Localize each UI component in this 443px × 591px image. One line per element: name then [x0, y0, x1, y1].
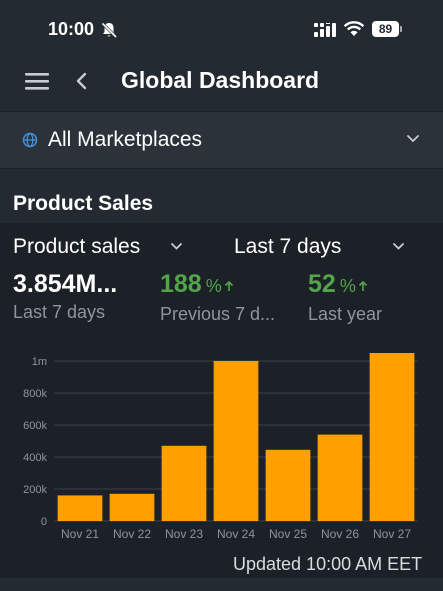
chart-bar [161, 445, 207, 521]
bell-slash-icon [101, 22, 118, 39]
nav-bar: Global Dashboard [0, 58, 443, 108]
y-tick-label: 1m [32, 356, 47, 368]
signal-icon [314, 23, 336, 37]
chevron-down-icon[interactable] [392, 242, 405, 251]
x-tick-label: Nov 21 [61, 527, 99, 541]
battery-level: 89 [372, 21, 399, 37]
x-tick-label: Nov 26 [321, 527, 359, 541]
sales-bar-chart: 0 200k 400k 600k 800k 1m Nov 21 Nov 22 Nov 23 Nov… [23, 353, 418, 541]
stat-previous-period: 188% Previous 7 d... [160, 269, 275, 326]
globe-icon [22, 132, 38, 148]
y-tick-label: 400k [23, 452, 47, 464]
y-tick-label: 0 [41, 516, 47, 528]
chart-bar [57, 495, 103, 521]
chart-bar [317, 434, 363, 521]
chevron-down-icon [407, 135, 419, 143]
chart-bar [213, 361, 259, 521]
stat-value: 3.854M... [13, 270, 118, 298]
battery-tip [400, 26, 402, 32]
section-title: Product Sales [13, 192, 154, 215]
sales-card: Product sales Last 7 days 3.854M... Last… [0, 223, 443, 578]
chart-bar [369, 353, 415, 521]
stat-value: 52 [308, 270, 336, 298]
stat-caption: Last 7 days [13, 302, 106, 322]
stat-last-year: 52% Last year [308, 269, 382, 326]
wifi-icon [343, 21, 365, 36]
marketplace-label: All Marketplaces [48, 128, 203, 151]
period-dropdown[interactable]: Last 7 days [234, 235, 342, 258]
marketplace-selector[interactable]: All Marketplaces [0, 111, 443, 169]
stat-caption: Previous 7 d... [160, 304, 276, 324]
status-time: 10:00 [48, 19, 95, 39]
updated-timestamp: Updated 10:00 AM EET [233, 554, 423, 574]
stat-percent: % [339, 276, 356, 296]
chevron-down-icon[interactable] [170, 242, 183, 251]
x-tick-label: Nov 22 [113, 527, 151, 541]
x-tick-label: Nov 23 [165, 527, 203, 541]
metric-dropdown[interactable]: Product sales [13, 235, 141, 258]
status-bar: 10:00 89 [0, 0, 443, 58]
battery-icon: 89 [372, 21, 402, 37]
back-chevron-icon[interactable] [74, 71, 88, 91]
y-tick-label: 600k [23, 420, 47, 432]
arrow-up-icon [358, 280, 367, 291]
y-tick-label: 200k [23, 484, 47, 496]
x-tick-label: Nov 25 [269, 527, 307, 541]
stat-percent: % [205, 276, 222, 296]
stat-value: 188 [160, 270, 202, 298]
chart-bar [109, 493, 155, 521]
stat-caption: Last year [308, 304, 383, 324]
x-tick-label: Nov 27 [373, 527, 411, 541]
chart-bar [265, 449, 311, 521]
page-title: Global Dashboard [121, 67, 320, 93]
menu-icon[interactable] [25, 71, 49, 91]
arrow-up-icon [224, 280, 233, 291]
y-tick-label: 800k [23, 388, 47, 400]
x-tick-label: Nov 24 [217, 527, 255, 541]
stat-total: 3.854M... Last 7 days [13, 269, 117, 324]
